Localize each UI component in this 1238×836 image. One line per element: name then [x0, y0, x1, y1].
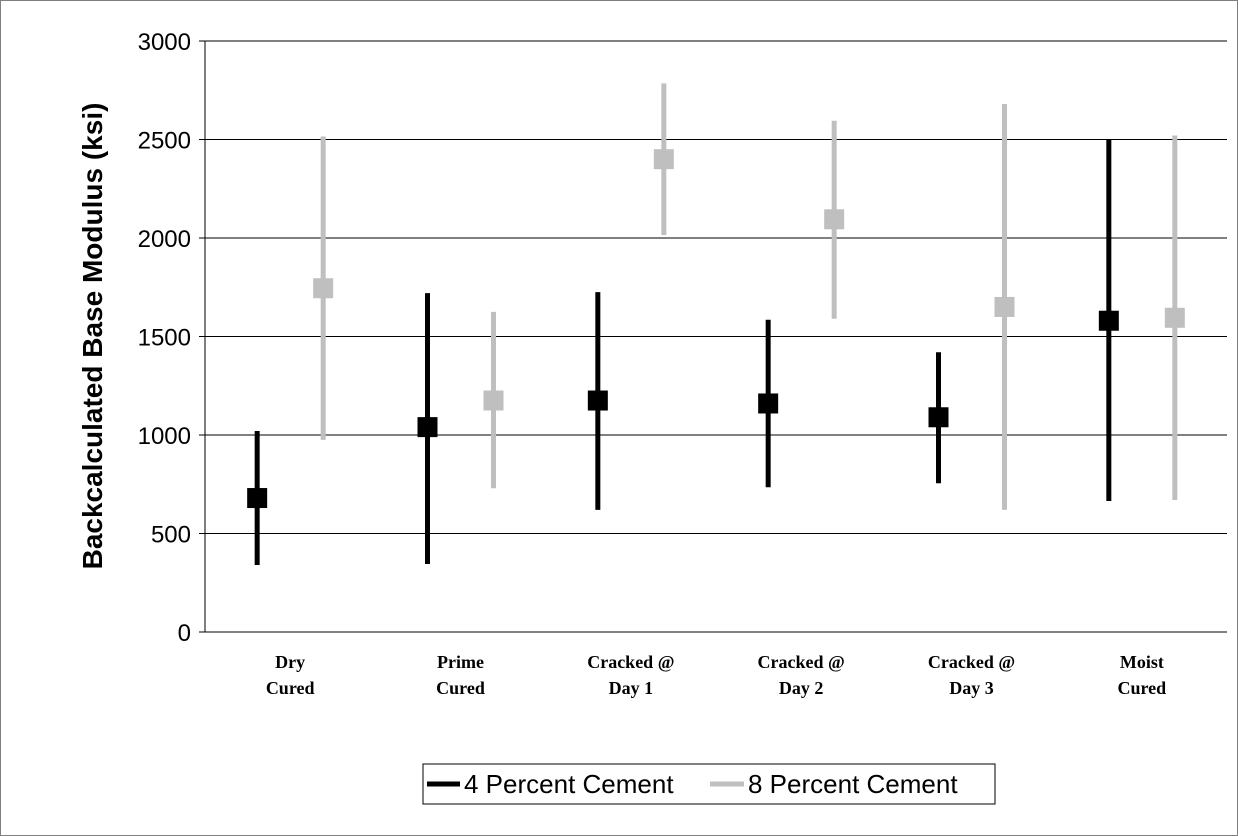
axes: [199, 40, 1227, 633]
y-axis-title: Backcalculated Base Modulus (ksi): [77, 103, 108, 570]
legend-box: [422, 763, 996, 805]
x-tick-label-0-1: Cured: [266, 678, 315, 698]
data-point-8-percent-cement-3: [824, 209, 845, 230]
legend: 4 Percent Cement 8 Percent Cement: [422, 763, 996, 805]
x-tick-label-4-0: Cracked @: [928, 652, 1015, 672]
y-tick-labels: 0 500 1000 1500 2000 2500 3000: [138, 29, 191, 647]
legend-label-8-percent: 8 Percent Cement: [748, 769, 958, 799]
x-tick-label-0-0: Dry: [275, 652, 305, 672]
y-tick-label-500: 500: [151, 522, 191, 549]
gridlines: [205, 40, 1227, 534]
y-tick-label-0: 0: [178, 620, 191, 647]
y-tick-label-1500: 1500: [138, 325, 191, 352]
series-marks: [247, 83, 1185, 566]
x-tick-label-1-1: Cured: [436, 678, 485, 698]
y-tick-label-1000: 1000: [138, 423, 191, 450]
x-tick-label-4-1: Day 3: [949, 678, 994, 698]
data-point-4-percent-cement-3: [758, 393, 779, 414]
data-point-4-percent-cement-0: [247, 488, 268, 509]
data-point-4-percent-cement-4: [928, 407, 949, 428]
legend-label-4-percent: 4 Percent Cement: [464, 769, 674, 799]
y-tick-label-2000: 2000: [138, 226, 191, 253]
data-point-8-percent-cement-1: [483, 390, 504, 411]
x-tick-labels: Dry Cured Prime Cured Cracked @ Day 1 Cracked …: [266, 652, 1166, 698]
data-point-8-percent-cement-2: [653, 149, 674, 170]
data-point-8-percent-cement-4: [994, 296, 1015, 317]
x-tick-label-5-0: Moist: [1120, 652, 1164, 672]
x-tick-label-3-1: Day 2: [779, 678, 824, 698]
y-tick-label-3000: 3000: [138, 29, 191, 56]
data-point-8-percent-cement-0: [313, 278, 334, 299]
x-tick-label-3-0: Cracked @: [758, 652, 845, 672]
x-tick-label-5-1: Cured: [1117, 678, 1166, 698]
x-tick-label-2-0: Cracked @: [587, 652, 674, 672]
data-point-4-percent-cement-1: [417, 417, 438, 438]
data-point-8-percent-cement-5: [1164, 307, 1185, 328]
data-point-4-percent-cement-2: [587, 390, 608, 411]
y-tick-label-2500: 2500: [138, 128, 191, 155]
data-point-4-percent-cement-5: [1098, 310, 1119, 331]
x-tick-label-2-1: Day 1: [609, 678, 654, 698]
x-tick-label-1-0: Prime: [437, 652, 484, 672]
